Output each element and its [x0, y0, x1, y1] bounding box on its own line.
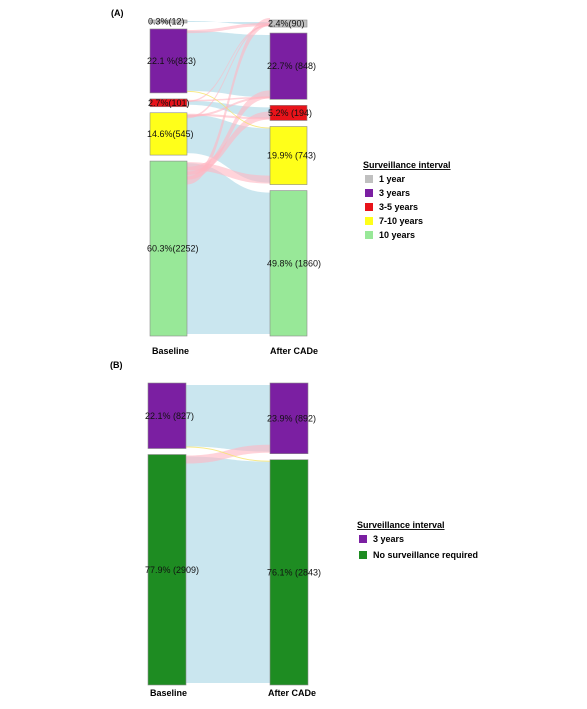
- panel-label-b: (B): [110, 360, 123, 370]
- node-label-after-3-years: 23.9% (892): [267, 413, 316, 423]
- legend-item-3-5-years: 3-5 years: [379, 202, 418, 212]
- flow-down: [187, 90, 270, 129]
- node-after-1-year: [269, 19, 308, 28]
- node-label-baseline-no-surveillance-required: 77.9% (2909): [145, 565, 199, 575]
- node-baseline-1-year: [149, 19, 188, 24]
- nodes-panel-b: 22.1% (827) 77.9% (2909) 23.9% (892) 76.1% …: [145, 382, 321, 686]
- flow-up-10-years-to-3-years: [187, 90, 270, 180]
- node-after-3-years: [269, 32, 308, 100]
- flow-up-7-10-years-to-3-years: [187, 96, 270, 118]
- legend-item-10-years: 10 years: [379, 230, 415, 240]
- legend-title: Surveillance interval: [363, 160, 451, 170]
- legend-panel-b: Surveillance interval 3 years No surveilla…: [357, 520, 478, 560]
- legend-item-3-years: 3 years: [373, 534, 404, 544]
- legend-item-7-10-years: 7-10 years: [379, 216, 423, 226]
- legend-swatch-3-years: [359, 535, 367, 543]
- node-label-baseline-10-years: 60.3%(2252): [147, 244, 199, 254]
- node-label-baseline-1-year: 0.3%(12): [148, 16, 185, 26]
- node-label-after-3-years: 22.7% (848): [267, 61, 316, 71]
- flow-up-3-5-years-to-1-year: [187, 24, 270, 103]
- stage-label-after-a: After CADe: [270, 346, 318, 356]
- legend-title: Surveillance interval: [357, 520, 445, 530]
- node-baseline-no-surveillance-required: [147, 454, 187, 686]
- legend-item-1-year: 1 year: [379, 174, 406, 184]
- flows-panel-b: [186, 385, 270, 683]
- node-baseline-3-years: [149, 28, 188, 94]
- node-after-3-years: [269, 382, 309, 454]
- flow-no-surveillance-required: [186, 456, 270, 683]
- node-after-10-years: [269, 190, 308, 337]
- flow-10-years: [187, 163, 270, 334]
- node-baseline-10-years: [149, 160, 188, 337]
- node-after-7-10-years: [269, 126, 308, 185]
- legend-swatch-3-5-years: [365, 203, 373, 211]
- flow-up-10-years-to-1-year: [187, 18, 270, 185]
- legend-swatch-1-year: [365, 175, 373, 183]
- node-baseline-3-years: [147, 382, 187, 449]
- node-label-after-no-surveillance-required: 76.1% (2843): [267, 567, 321, 577]
- node-label-baseline-7-10-years: 14.6%(545): [147, 129, 194, 139]
- node-after-no-surveillance-required: [269, 459, 309, 686]
- stage-label-after-b: After CADe: [268, 688, 316, 698]
- legend-item-no-surveillance-required: No surveillance required: [373, 550, 478, 560]
- flow-down: [186, 446, 270, 462]
- flows-panel-a: [187, 18, 270, 334]
- flow-3-years: [186, 385, 270, 452]
- node-label-baseline-3-years: 22.1% (827): [145, 411, 194, 421]
- nodes-panel-a: 0.3%(12) 22.1 %(823) 2.7%(101) 14.6%(545) 60…: [147, 16, 321, 337]
- node-label-after-3-5-years: 5.2% (194): [268, 108, 312, 118]
- node-after-3-5-years: [269, 105, 308, 121]
- stage-label-baseline-b: Baseline: [150, 688, 187, 698]
- node-label-after-10-years: 49.8% (1860): [267, 258, 321, 268]
- node-label-baseline-3-5-years: 2.7%(101): [148, 98, 190, 108]
- node-baseline-7-10-years: [149, 112, 188, 156]
- node-baseline-3-5-years: [149, 98, 188, 108]
- flow-up-7-10-years-to-1-year: [187, 23, 270, 119]
- legend-swatch-3-years: [365, 189, 373, 197]
- legend-item-3-years: 3 years: [379, 188, 410, 198]
- stage-label-baseline-a: Baseline: [152, 346, 189, 356]
- legend-panel-a: Surveillance interval 1 year 3 years 3-5 ye…: [363, 160, 451, 240]
- flow-7-10-years: [187, 114, 270, 183]
- node-label-after-1-year: 2.4%(90): [268, 19, 305, 29]
- legend-swatch-7-10-years: [365, 217, 373, 225]
- flow-up-3-years-to-1-year: [187, 22, 270, 34]
- node-label-after-7-10-years: 19.9% (743): [267, 151, 316, 161]
- legend-swatch-no-surveillance-required: [359, 551, 367, 559]
- legend-swatch-10-years: [365, 231, 373, 239]
- flow-up-10-years-to-7-10-years: [187, 162, 270, 184]
- flow-up-10-years-to-3-5-years: [187, 111, 270, 175]
- node-label-baseline-3-years: 22.1 %(823): [147, 56, 196, 66]
- panel-label-a: (A): [111, 8, 124, 18]
